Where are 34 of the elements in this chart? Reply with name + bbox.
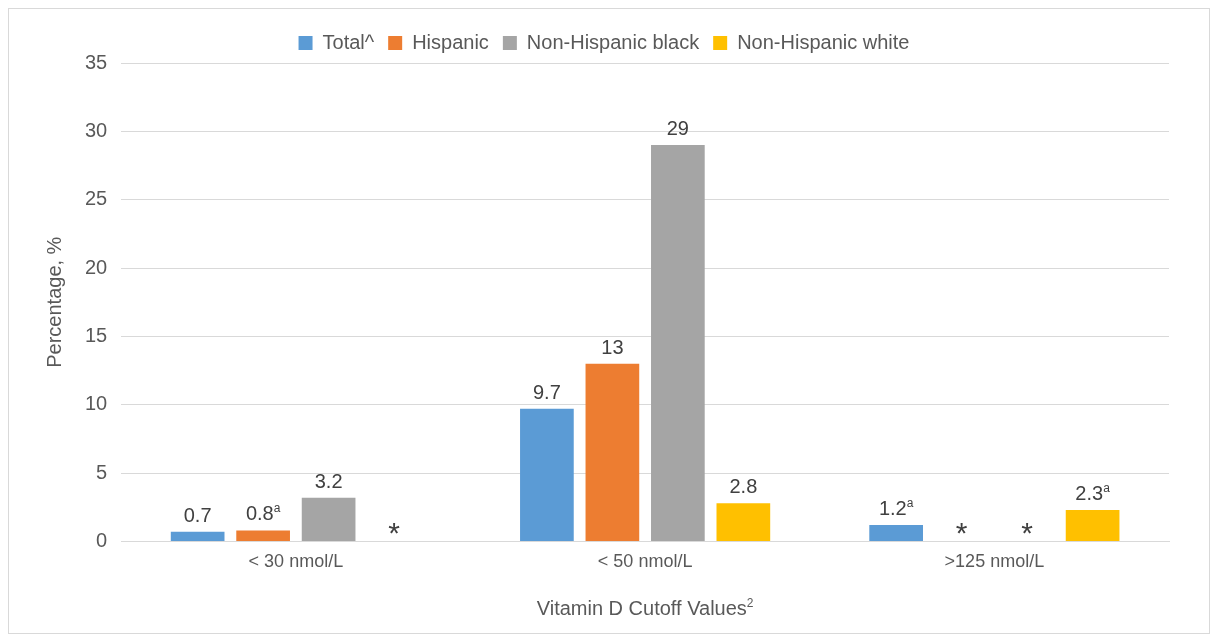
y-tick-label: 5 [96, 460, 108, 483]
bar [236, 530, 290, 541]
bar [1065, 509, 1120, 541]
legend-label: Hispanic [412, 30, 489, 53]
bar [301, 497, 356, 541]
bar [520, 408, 574, 541]
x-tick-label: < 50 nmol/L [597, 551, 693, 572]
y-tick-label: 15 [85, 323, 108, 346]
data-label: 9.7 [532, 380, 561, 403]
y-tick-label: 20 [85, 255, 108, 278]
y-tick-label: 30 [85, 118, 108, 141]
bar [585, 363, 640, 541]
data-label: 29 [666, 117, 689, 140]
bar [869, 525, 923, 541]
x-tick-label: < 30 nmol/L [248, 551, 344, 572]
text: * [955, 516, 968, 550]
y-tick-label: 25 [85, 187, 108, 210]
x-tick-label: >125 nmol/L [944, 551, 1045, 572]
bar [170, 531, 225, 541]
data-label: 0.7 [183, 503, 212, 526]
text: * [388, 516, 400, 550]
y-tick-label: 0 [96, 528, 108, 551]
text: * [1021, 516, 1033, 550]
bar [651, 145, 705, 541]
y-tick-label: 35 [85, 50, 108, 73]
data-label: 2.8 [729, 475, 758, 498]
y-axis-title: Percentage, % [42, 236, 65, 368]
data-label: 3.2 [314, 469, 343, 492]
y-tick-label: 10 [85, 392, 108, 415]
bar [716, 503, 771, 541]
legend-label: Total^ [322, 30, 375, 53]
legend-label: Non-Hispanic white [737, 30, 910, 53]
data-label: 13 [601, 335, 624, 358]
legend-label: Non-Hispanic black [526, 30, 701, 53]
